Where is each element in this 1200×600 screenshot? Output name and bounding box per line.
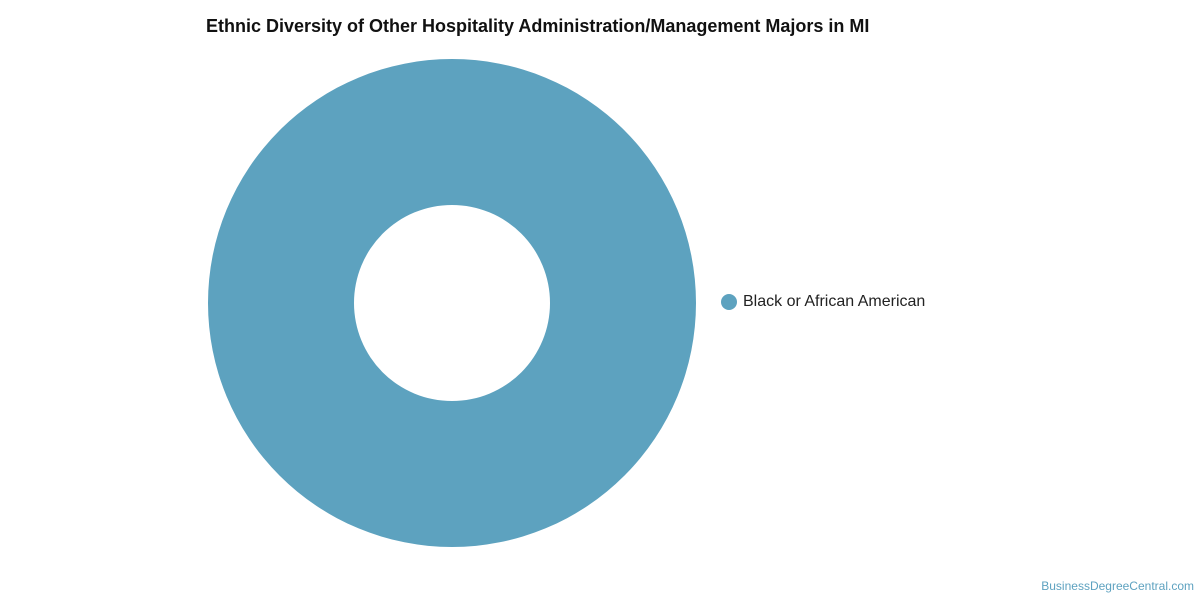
chart-title: Ethnic Diversity of Other Hospitality Ad…	[206, 16, 870, 36]
legend: Black or African American	[721, 293, 925, 311]
legend-swatch	[721, 294, 737, 310]
donut-slice-black-or-african-american[interactable]	[208, 59, 696, 547]
legend-item[interactable]: Black or African American	[721, 293, 925, 311]
legend-label: Black or African American	[743, 293, 926, 310]
watermark: BusinessDegreeCentral.com	[1041, 579, 1194, 593]
